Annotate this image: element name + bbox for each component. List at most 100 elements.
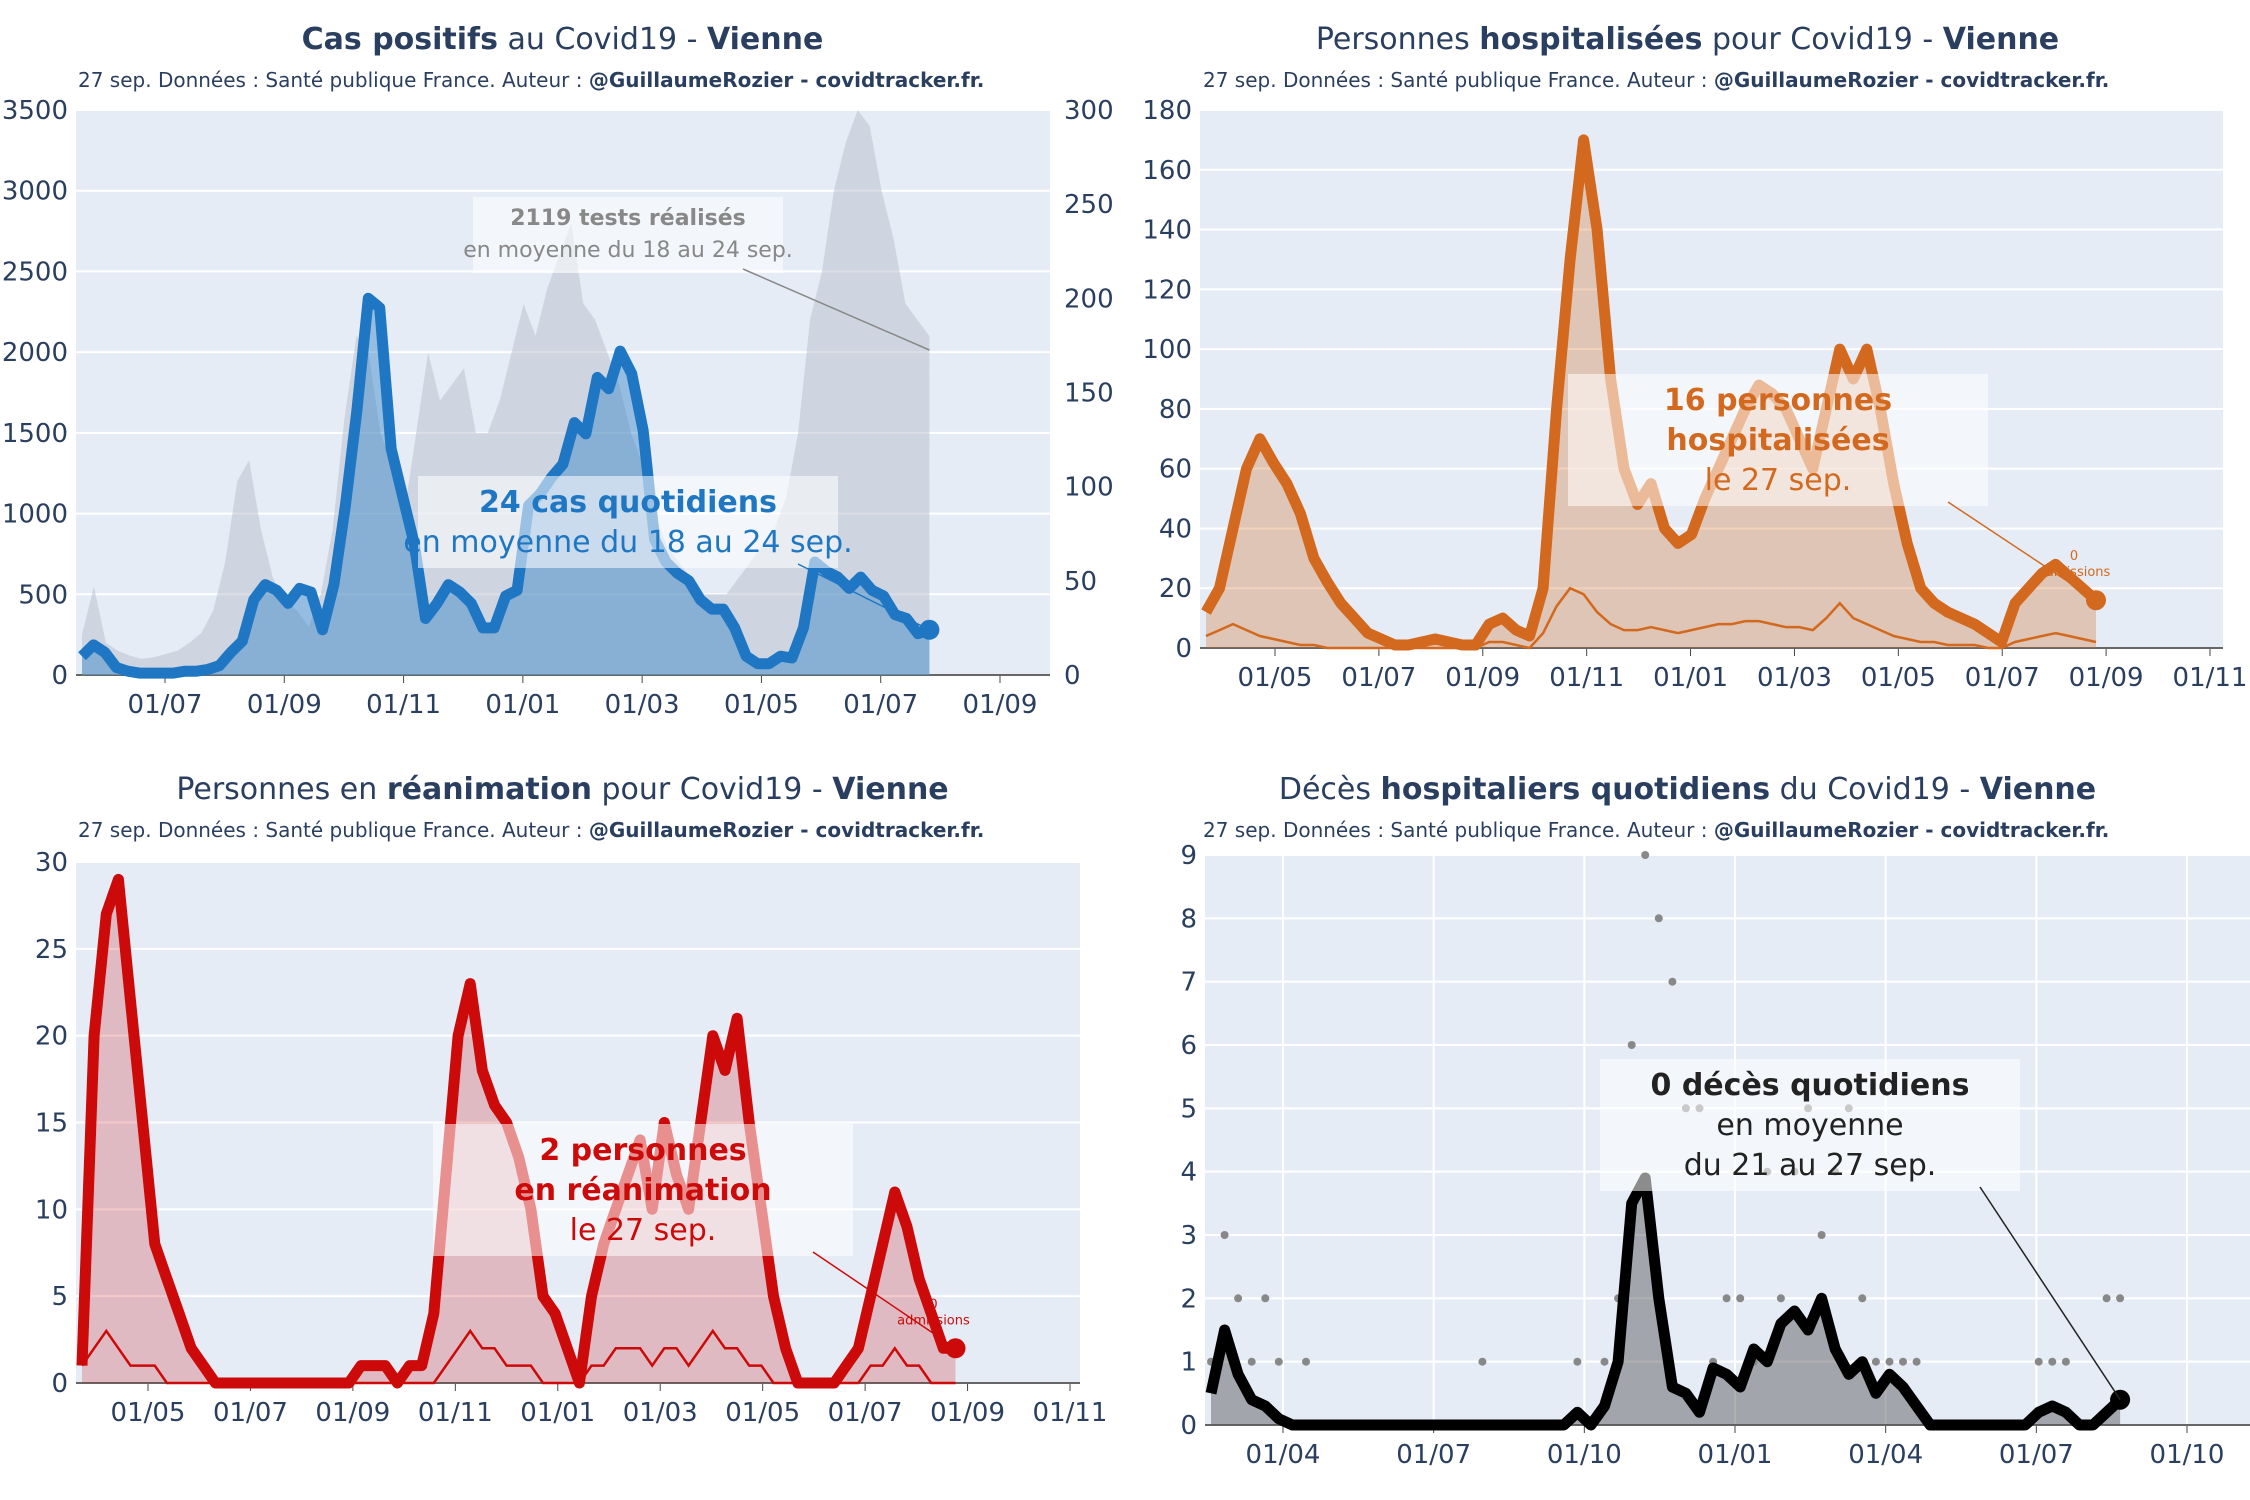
daily-death-point	[2034, 1357, 2043, 1366]
daily-death-point	[1871, 1357, 1880, 1366]
chart-title: Personnes en réanimation pour Covid19 - …	[176, 772, 949, 807]
x-tick-label: 01/11	[366, 690, 441, 720]
y-tick-label: 20	[35, 1022, 68, 1052]
y-tick-label: 2	[1180, 1284, 1197, 1314]
daily-death-point	[2061, 1357, 2070, 1366]
chart-subtitle: 27 sep. Données : Santé publique France.…	[78, 68, 985, 92]
daily-death-point	[1247, 1357, 1256, 1366]
x-tick-label: 01/07	[1965, 663, 2040, 693]
daily-death-point	[1302, 1357, 1310, 1366]
y2-tick-label: 250	[1064, 190, 1114, 220]
y-tick-label: 0	[1180, 1411, 1197, 1441]
chart-subtitle: 27 sep. Données : Santé publique France.…	[1203, 68, 2110, 92]
y-tick-label: 3000	[2, 177, 68, 207]
annotation-text: 2119 tests réalisés	[510, 206, 746, 231]
last-value-marker	[945, 1338, 966, 1359]
x-tick-label: 01/07	[843, 690, 918, 720]
y-tick-label: 180	[1142, 96, 1192, 126]
y-tick-label: 8	[1180, 904, 1197, 934]
y-tick-label: 100	[1142, 335, 1192, 365]
x-tick-label: 01/11	[1549, 663, 1624, 693]
annotation-text: en moyenne du 18 au 24 sep.	[463, 238, 793, 263]
daily-death-point	[1885, 1357, 1894, 1366]
daily-death-point	[1573, 1357, 1582, 1366]
annotation-small: admissions	[897, 1313, 970, 1328]
annotation-small: 0	[929, 1297, 937, 1312]
x-tick-label: 01/07	[1999, 1440, 2074, 1470]
x-tick-label: 01/09	[247, 690, 322, 720]
x-tick-label: 01/03	[605, 690, 680, 720]
annotation-small: admissions	[2038, 565, 2111, 580]
y-tick-label: 3500	[2, 96, 68, 126]
y-tick-label: 0	[51, 661, 68, 691]
y-tick-label: 0	[1175, 634, 1192, 664]
x-tick-label: 01/11	[2173, 663, 2248, 693]
hosp-chart-svg: 0 20 40 60 80 100 120 140 160 180 01/05 01/07 01/09 0…	[1142, 96, 2248, 693]
daily-death-point	[1858, 1294, 1867, 1303]
annotation-text: en moyenne	[1716, 1108, 1903, 1143]
deces-chart-svg: 0 1 2 3 4 5 6 7 8 9 01/04 01/07 01/10 01/01 01/04 01/07…	[1180, 841, 2250, 1470]
chart-panel-deces: Décès hospitaliers quotidiens du Covid19…	[1125, 750, 2250, 1500]
annotation-leader	[1979, 1186, 2121, 1401]
y-tick-label: 80	[1159, 395, 1192, 425]
y-tick-label: 6	[1180, 1031, 1197, 1061]
y-tick-label: 4	[1180, 1158, 1197, 1188]
x-tick-label: 01/11	[1033, 1398, 1108, 1428]
x-tick-label: 01/07	[1396, 1440, 1471, 1470]
daily-death-point	[1600, 1357, 1609, 1366]
x-tick-label: 01/09	[315, 1398, 390, 1428]
x-tick-label: 01/07	[1341, 663, 1416, 693]
annotation-text: 24 cas quotidiens	[479, 485, 777, 520]
daily-death-point	[1234, 1294, 1243, 1303]
y2-tick-label: 0	[1064, 661, 1081, 691]
y-tick-label: 500	[18, 580, 68, 610]
y2-tick-label: 150	[1064, 379, 1114, 409]
y2-tick-label: 50	[1064, 567, 1097, 597]
annotation-text: en moyenne du 18 au 24 sep.	[403, 525, 852, 560]
x-tick-label: 01/10	[2150, 1440, 2225, 1470]
annotation-text: le 27 sep.	[570, 1213, 717, 1248]
chart-subtitle: 27 sep. Données : Santé publique France.…	[1203, 818, 2110, 842]
daily-death-point	[1478, 1357, 1487, 1366]
y2-tick-label: 100	[1064, 473, 1114, 503]
y-tick-label: 0	[51, 1369, 68, 1399]
series-area	[1206, 139, 2096, 648]
y-tick-label: 3	[1180, 1221, 1197, 1251]
x-tick-label: 01/10	[1547, 1440, 1622, 1470]
y-tick-label: 25	[35, 935, 68, 965]
annotation-leader	[812, 1251, 956, 1349]
annotation-box	[418, 476, 838, 568]
y-tick-label: 10	[35, 1195, 68, 1225]
x-tick-label: 01/05	[724, 690, 799, 720]
x-tick-label: 01/05	[1238, 663, 1313, 693]
series-line	[78, 292, 932, 679]
daily-death-point	[1668, 977, 1677, 986]
series-line	[1205, 1172, 2124, 1431]
x-tick-label: 01/04	[1246, 1440, 1321, 1470]
y2-tick-label: 300	[1064, 96, 1114, 126]
chart-subtitle: 27 sep. Données : Santé publique France.…	[78, 818, 985, 842]
annotation-text: 2 personnes	[539, 1133, 746, 1168]
y-tick-label: 140	[1142, 216, 1192, 246]
annotation-small: 0	[2070, 549, 2078, 564]
x-tick-label: 01/03	[623, 1398, 698, 1428]
x-tick-label: 01/01	[485, 690, 560, 720]
daily-death-point	[1220, 1231, 1229, 1239]
daily-death-point	[2048, 1357, 2057, 1366]
x-tick-label: 01/05	[1861, 663, 1936, 693]
rea-chart-svg: 0 5 10 15 20 25 30 01/05 01/07 01/09 01/11 01/01 01/…	[35, 848, 1108, 1428]
last-value-marker	[2086, 590, 2106, 611]
x-tick-label: 01/07	[128, 690, 203, 720]
annotation-box	[433, 1124, 853, 1256]
last-value-marker	[919, 619, 940, 640]
y-tick-label: 2500	[2, 257, 68, 287]
chart-panel-cases: Cas positifs au Covid19 - Vienne 27 sep.…	[0, 0, 1125, 750]
admissions-line	[1205, 586, 2097, 650]
annotation-box	[1568, 374, 1988, 506]
y-tick-label: 7	[1180, 968, 1197, 998]
x-tick-label: 01/01	[1653, 663, 1728, 693]
y-tick-label: 5	[1180, 1094, 1197, 1124]
chart-panel-hospitalisations: Personnes hospitalisées pour Covid19 - V…	[1125, 0, 2250, 750]
x-tick-label: 01/09	[2069, 663, 2144, 693]
cases-chart-svg: 0 500 1000 1500 2000 2500 3000 3500 0 50 100 150 200…	[2, 96, 1114, 720]
